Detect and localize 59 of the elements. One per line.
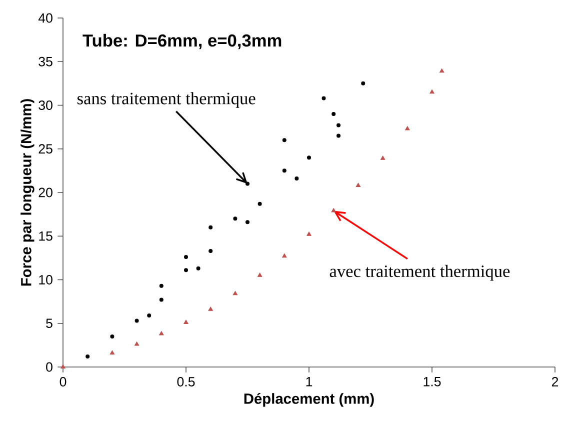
point [282,168,286,173]
point [208,248,213,253]
point [134,318,139,323]
point [159,298,164,302]
point [159,331,164,336]
x-axis-title: Déplacement (mm) [244,392,374,407]
point [336,123,341,128]
annotation: sans traitement thermique [78,92,256,108]
y-tick-label: 15 [39,231,52,241]
x-tick-label: 0 [60,377,66,386]
point [361,81,366,86]
point [331,208,336,212]
y-tick-label: 35 [38,56,52,66]
point [232,291,238,296]
annotation: avec traitement thermique [330,264,510,281]
point [282,254,287,258]
point [134,342,140,346]
point [86,354,90,359]
point [380,156,386,160]
point [233,216,238,221]
point [405,126,410,130]
point [159,284,164,288]
point [147,314,152,318]
point [246,220,250,224]
point [307,156,312,160]
y-tick-label: 5 [46,318,52,328]
point [282,138,286,142]
point [439,68,444,73]
point [196,266,200,270]
y-axis-title: Force par longueur (N/mm) [20,99,34,286]
point [184,320,188,324]
x-tick-label: 2 [552,377,558,386]
y-tick-label: 25 [38,144,52,154]
point [430,89,434,94]
point [336,134,341,138]
point [332,112,336,116]
x-tick-label: 1.5 [424,377,441,386]
point [356,182,361,187]
point [258,202,262,206]
y-tick-label: 40 [38,13,52,23]
point [110,350,115,354]
point [257,272,262,277]
point [184,268,188,272]
text: Tube: D=6mm, e=0,3mm [82,34,282,50]
point [294,176,299,181]
point [246,182,250,186]
point [306,232,312,236]
point [322,96,326,100]
y-tick-label: 0 [46,362,52,372]
y-tick-label: 20 [38,188,52,198]
x-tick-label: 1 [306,377,312,386]
y-tick-label: 30 [38,100,52,110]
point [110,334,114,338]
point [208,306,213,311]
x-tick-label: 0.5 [177,377,195,386]
point [208,225,213,230]
point [60,364,66,368]
point [184,255,188,260]
y-tick-label: 10 [39,275,52,284]
